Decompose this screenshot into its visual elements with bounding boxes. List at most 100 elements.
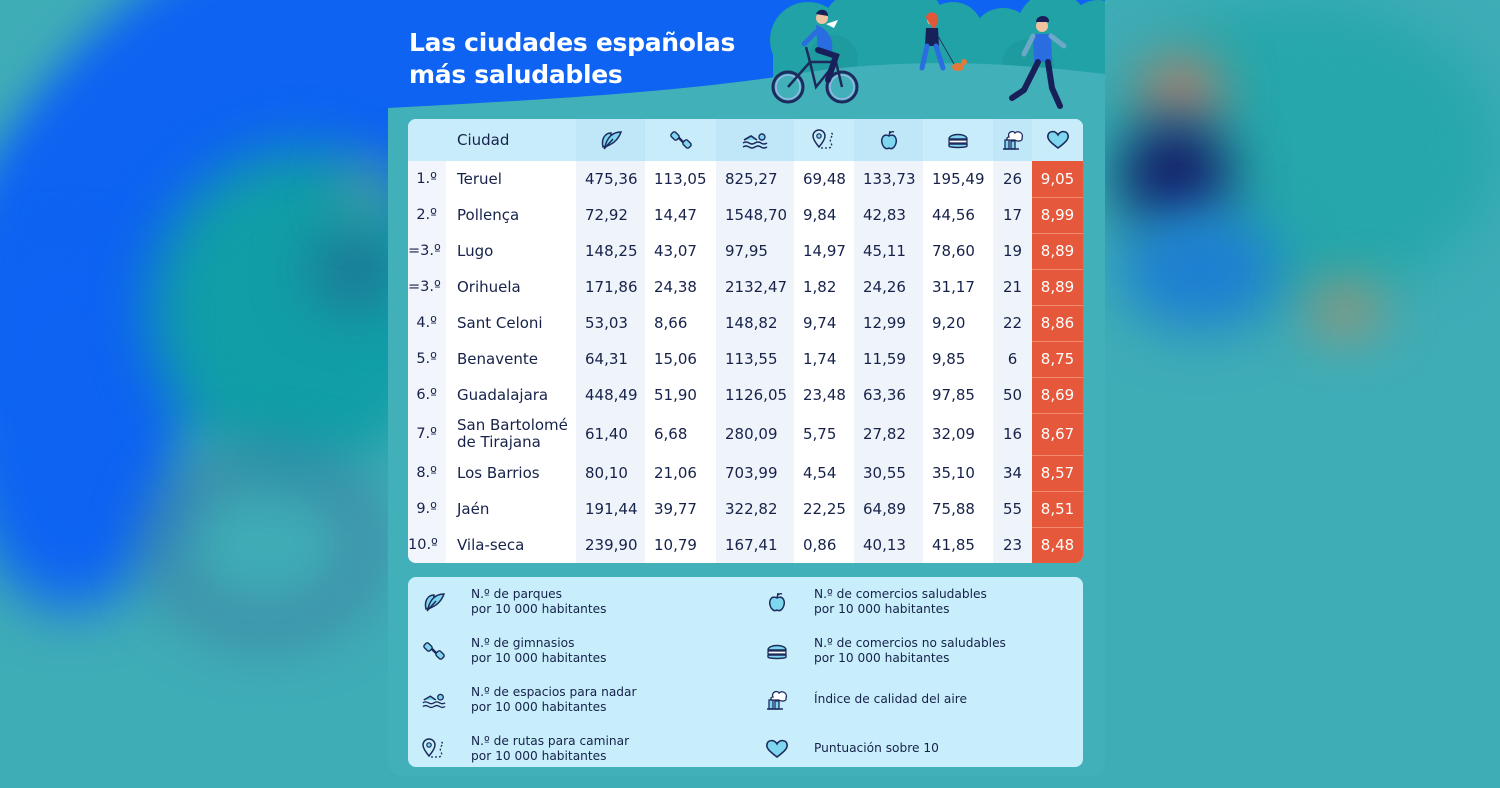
header-air-quality xyxy=(993,119,1032,161)
unhealthy-shops-cell: 35,10 xyxy=(923,455,993,491)
parks-cell: 80,10 xyxy=(576,455,645,491)
legend-label-line2: por 10 000 habitantes xyxy=(814,602,950,616)
unhealthy-shops-cell: 78,60 xyxy=(923,233,993,269)
air-quality-cell: 16 xyxy=(993,413,1032,455)
bg-blur-walker-legs xyxy=(1120,210,1280,330)
gyms-cell: 10,79 xyxy=(645,527,716,563)
leaf-icon xyxy=(421,589,447,615)
rank-cell: 1.º xyxy=(408,161,446,197)
swim-cell: 167,41 xyxy=(716,527,794,563)
parks-cell: 448,49 xyxy=(576,377,645,413)
header-routes xyxy=(794,119,854,161)
header-parks xyxy=(576,119,645,161)
bg-blur-bicycle-frame xyxy=(310,230,400,310)
score-cell: 8,75 xyxy=(1032,340,1083,377)
jogger-illustration xyxy=(1009,16,1067,109)
gyms-cell: 8,66 xyxy=(645,305,716,341)
hero-illustration xyxy=(388,0,1105,125)
gyms-cell: 21,06 xyxy=(645,455,716,491)
table-row: 10.º Vila-seca 239,90 10,79 167,41 0,86 … xyxy=(408,526,1083,563)
unhealthy-shops-cell: 195,49 xyxy=(923,161,993,197)
legend-label: Índice de calidad del aire xyxy=(814,692,1074,707)
table-row: 4.º Sant Celoni 53,03 8,66 148,82 9,74 1… xyxy=(408,304,1083,341)
gyms-cell: 14,47 xyxy=(645,197,716,233)
legend-label-line1: N.º de espacios para nadar xyxy=(471,685,637,699)
healthy-shops-cell: 40,13 xyxy=(854,527,923,563)
table-row: 9.º Jaén 191,44 39,77 322,82 22,25 64,89… xyxy=(408,490,1083,527)
dumbbell-icon xyxy=(421,638,447,664)
legend-label-line1: N.º de rutas para caminar xyxy=(471,734,630,748)
table-row: 7.º San Bartolomé de Tirajana 61,40 6,68… xyxy=(408,412,1083,455)
routes-cell: 1,82 xyxy=(794,269,854,305)
gyms-cell: 24,38 xyxy=(645,269,716,305)
parks-cell: 475,36 xyxy=(576,161,645,197)
healthy-shops-cell: 11,59 xyxy=(854,341,923,377)
legend-item: N.º de gimnasios por 10 000 habitantes xyxy=(421,636,607,666)
parks-cell: 64,31 xyxy=(576,341,645,377)
table-row: =3.º Orihuela 171,86 24,38 2132,47 1,82 … xyxy=(408,268,1083,305)
swimmer-icon xyxy=(742,133,768,149)
city-cell: San Bartolomé de Tirajana xyxy=(446,413,576,455)
swimmer-icon xyxy=(421,687,447,713)
routes-cell: 14,97 xyxy=(794,233,854,269)
healthy-shops-cell: 12,99 xyxy=(854,305,923,341)
walker-illustration xyxy=(919,12,967,71)
legend-label: N.º de gimnasios por 10 000 habitantes xyxy=(471,636,731,666)
unhealthy-shops-cell: 41,85 xyxy=(923,527,993,563)
header-healthy-shops xyxy=(854,119,923,161)
map-pin-route-icon xyxy=(812,129,834,149)
score-cell: 8,69 xyxy=(1032,376,1083,413)
city-cell: Teruel xyxy=(446,161,576,197)
air-quality-cell: 34 xyxy=(993,455,1032,491)
routes-cell: 22,25 xyxy=(794,491,854,527)
burger-icon xyxy=(764,638,790,664)
unhealthy-shops-cell: 32,09 xyxy=(923,413,993,455)
rank-cell: 8.º xyxy=(408,455,446,491)
score-cell: 8,89 xyxy=(1032,268,1083,305)
header-rank xyxy=(408,119,446,161)
apple-icon xyxy=(880,130,897,150)
legend-label-line2: por 10 000 habitantes xyxy=(814,651,950,665)
legend-item: N.º de comercios saludables por 10 000 ha… xyxy=(764,587,987,617)
gyms-cell: 113,05 xyxy=(645,161,716,197)
swim-cell: 1548,70 xyxy=(716,197,794,233)
unhealthy-shops-cell: 31,17 xyxy=(923,269,993,305)
rank-cell: 4.º xyxy=(408,305,446,341)
dumbbell-icon xyxy=(669,131,692,149)
routes-cell: 4,54 xyxy=(794,455,854,491)
air-quality-cell: 22 xyxy=(993,305,1032,341)
map-pin-route-icon xyxy=(421,736,447,762)
parks-cell: 148,25 xyxy=(576,233,645,269)
legend-label-line1: N.º de comercios no saludables xyxy=(814,636,1006,650)
score-cell: 8,86 xyxy=(1032,304,1083,341)
air-quality-cell: 6 xyxy=(993,341,1032,377)
legend-label: N.º de espacios para nadar por 10 000 hab… xyxy=(471,685,731,715)
legend-label: N.º de rutas para caminar por 10 000 habi… xyxy=(471,734,731,764)
ranking-table: Ciudad xyxy=(408,119,1083,563)
bg-blur-detail xyxy=(345,170,395,210)
legend-item: Puntuación sobre 10 xyxy=(764,734,939,764)
parks-cell: 61,40 xyxy=(576,413,645,455)
swim-cell: 97,95 xyxy=(716,233,794,269)
parks-cell: 72,92 xyxy=(576,197,645,233)
swim-cell: 280,09 xyxy=(716,413,794,455)
header-gyms xyxy=(645,119,716,161)
legend-panel: N.º de parques por 10 000 habitantes N.º d… xyxy=(408,577,1083,767)
unhealthy-shops-cell: 9,20 xyxy=(923,305,993,341)
swim-cell: 703,99 xyxy=(716,455,794,491)
legend-label-line1: N.º de parques xyxy=(471,587,563,601)
air-quality-cell: 21 xyxy=(993,269,1032,305)
gyms-cell: 51,90 xyxy=(645,377,716,413)
factory-smoke-icon xyxy=(1002,130,1023,150)
legend-label: N.º de comercios saludables por 10 000 ha… xyxy=(814,587,1074,617)
table-row: 6.º Guadalajara 448,49 51,90 1126,05 23,… xyxy=(408,376,1083,413)
city-cell: Orihuela xyxy=(446,269,576,305)
air-quality-cell: 19 xyxy=(993,233,1032,269)
score-cell: 8,48 xyxy=(1032,526,1083,563)
rank-cell: 5.º xyxy=(408,341,446,377)
score-cell: 8,67 xyxy=(1032,412,1083,455)
legend-label-line1: N.º de gimnasios xyxy=(471,636,575,650)
legend-label: N.º de comercios no saludables por 10 000… xyxy=(814,636,1074,666)
swim-cell: 148,82 xyxy=(716,305,794,341)
table-row: 1.º Teruel 475,36 113,05 825,27 69,48 13… xyxy=(408,161,1083,197)
